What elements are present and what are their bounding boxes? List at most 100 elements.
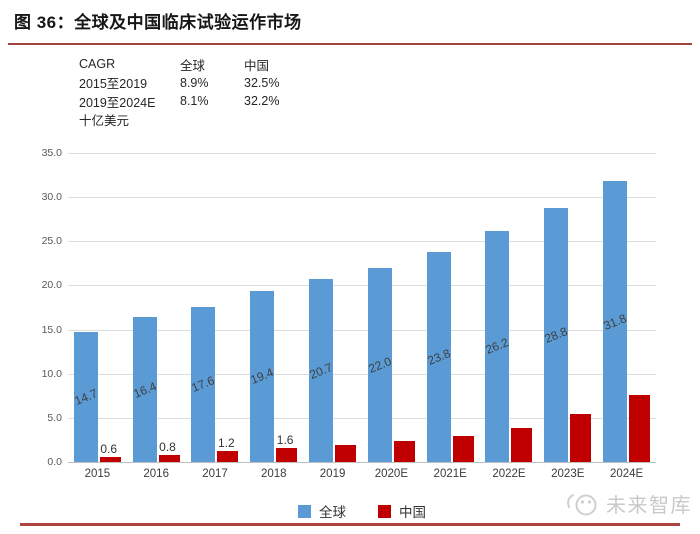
bar-groups: 14.7 0.6 16.4 0.8 17.6 1.2 19.4 1.6 20.7 22.0 23.8… xyxy=(68,153,656,462)
y-tick-20.0: 20.0 xyxy=(41,279,62,292)
cagr-global-1: 8.9% xyxy=(180,75,209,90)
y-axis-labels: 35.0 30.0 25.0 20.0 15.0 10.0 5.0 0.0 xyxy=(0,0,62,534)
bar-中国-2016: 0.8 xyxy=(158,440,180,462)
gridline-35.0 xyxy=(68,153,656,154)
bar-group-2021E: 23.8 xyxy=(421,153,480,462)
chart-legend: 全球 中国 xyxy=(68,501,656,521)
x-tick-2018: 2018 xyxy=(260,468,287,480)
cagr-china-2: 32.2% xyxy=(244,94,280,109)
bar-value-label-全球-2016: 16.4 xyxy=(131,378,159,401)
legend-label-全球: 全球 xyxy=(319,505,346,520)
gridline-10.0 xyxy=(68,373,656,375)
gridline-0.0 xyxy=(68,462,656,463)
bar-group-2024E: 31.8 xyxy=(597,153,656,462)
x-tick-2017: 2017 xyxy=(202,468,228,480)
bar-中国-2021E xyxy=(452,435,474,462)
bar-value-label-全球-2015: 14.7 xyxy=(72,386,100,408)
legend-item-全球: 全球 xyxy=(298,501,346,521)
bar-中国-2018: 1.6 xyxy=(276,433,298,462)
bottom-divider xyxy=(20,523,680,526)
x-tick-2016: 2016 xyxy=(143,468,169,480)
y-tick-0.0: 0.0 xyxy=(47,456,62,468)
bar-中国-2015: 0.6 xyxy=(99,442,121,462)
bar-group-2018: 19.4 1.6 xyxy=(244,153,303,462)
watermark: 未来智库 xyxy=(563,489,692,518)
bar-value-label-中国-2016: 0.8 xyxy=(159,439,176,454)
cagr-header-china: 中国 xyxy=(244,58,270,73)
x-axis-labels: 2015 2016 2017 2018 2019 2020E 2021E 2022E 2023E… xyxy=(68,468,656,480)
bar-value-label-全球-2023E: 28.8 xyxy=(542,324,570,346)
cagr-table: CAGR 全球 中国 2015至2019 8.9% 32.5% 2019至202… xyxy=(79,55,316,129)
bar-中国-2022E xyxy=(511,427,533,462)
bar-group-2022E: 26.2 xyxy=(480,153,539,462)
bar-中国-2020E xyxy=(393,440,415,462)
bar-全球-2018: 19.4 xyxy=(248,290,276,462)
bar-value-label-全球-2024E: 31.8 xyxy=(601,310,629,333)
bar-value-label-中国-2018: 1.6 xyxy=(276,432,294,447)
bar-全球-2024E: 31.8 xyxy=(601,181,629,462)
cagr-header-label: CAGR xyxy=(79,57,116,72)
x-tick-2024E: 2024E xyxy=(609,468,644,480)
bar-group-2016: 16.4 0.8 xyxy=(127,153,186,462)
x-tick-2019: 2019 xyxy=(319,468,346,480)
bar-value-label-中国-2017: 1.2 xyxy=(217,436,235,451)
bar-全球-2017: 17.6 xyxy=(190,306,217,462)
bar-全球-2015: 14.7 xyxy=(72,332,100,462)
bar-value-label-全球-2018: 19.4 xyxy=(248,365,276,388)
bar-group-2015: 14.7 0.6 xyxy=(68,153,127,462)
legend-swatch-全球 xyxy=(298,504,311,518)
bar-中国-2024E xyxy=(629,394,651,462)
gridline-30.0 xyxy=(68,197,656,199)
bar-value-label-中国-2015: 0.6 xyxy=(100,441,118,456)
cagr-global-2: 8.1% xyxy=(180,94,209,109)
bar-中国-2023E xyxy=(570,414,592,462)
y-tick-30.0: 30.0 xyxy=(41,191,62,204)
unit-label: 十亿美元 xyxy=(79,111,316,130)
x-tick-2021E: 2021E xyxy=(433,468,467,480)
y-tick-35.0: 35.0 xyxy=(41,147,62,159)
x-tick-2015: 2015 xyxy=(84,468,111,480)
bar-group-2017: 17.6 1.2 xyxy=(186,153,245,462)
y-tick-15.0: 15.0 xyxy=(41,323,62,336)
y-tick-25.0: 25.0 xyxy=(41,235,62,248)
x-tick-2022E: 2022E xyxy=(492,468,526,480)
bar-chart-plot-area: 14.7 0.6 16.4 0.8 17.6 1.2 19.4 1.6 20.7 22.0 23.8… xyxy=(68,153,656,463)
unit-text: 十亿美元 xyxy=(79,114,130,129)
bar-全球-2023E: 28.8 xyxy=(542,207,570,462)
cagr-row-2015-2019: 2015至2019 8.9% 32.5% xyxy=(79,74,316,93)
bar-全球-2021E: 23.8 xyxy=(425,251,453,462)
bar-全球-2020E: 22.0 xyxy=(366,267,394,462)
bar-value-label-全球-2017: 17.6 xyxy=(190,373,217,396)
x-tick-2020E: 2020E xyxy=(374,468,409,480)
bar-全球-2019: 20.7 xyxy=(307,279,335,462)
legend-label-中国: 中国 xyxy=(399,505,426,520)
y-tick-5.0: 5.0 xyxy=(47,411,62,424)
cagr-header-global: 全球 xyxy=(180,58,206,73)
cagr-header-row: CAGR 全球 中国 xyxy=(79,55,316,74)
title-divider xyxy=(8,43,692,45)
cagr-china-1: 32.5% xyxy=(244,75,280,90)
cagr-row-2019-2024: 2019至2024E 8.1% 32.2% xyxy=(79,92,316,111)
y-tick-10.0: 10.0 xyxy=(41,367,62,380)
gridline-15.0 xyxy=(68,329,656,331)
figure-title: 图 36：全球及中国临床试验运作市场 xyxy=(14,13,302,32)
bar-中国-2017: 1.2 xyxy=(217,436,239,462)
gridline-5.0 xyxy=(68,417,656,419)
bar-group-2019: 20.7 xyxy=(303,153,362,462)
bar-value-label-全球-2020E: 22.0 xyxy=(366,354,394,376)
bar-全球-2016: 16.4 xyxy=(131,317,159,462)
bar-中国-2019 xyxy=(335,445,357,462)
gridline-20.0 xyxy=(68,285,656,287)
bar-group-2023E: 28.8 xyxy=(538,153,597,462)
x-tick-2023E: 2023E xyxy=(551,468,585,480)
cagr-period-2: 2019至2024E xyxy=(79,95,156,110)
legend-item-中国: 中国 xyxy=(378,501,426,521)
cagr-period-1: 2015至2019 xyxy=(79,77,148,92)
bar-value-label-全球-2019: 20.7 xyxy=(307,359,335,382)
gridline-25.0 xyxy=(68,241,656,243)
legend-swatch-中国 xyxy=(378,504,391,518)
bar-全球-2022E: 26.2 xyxy=(484,230,511,462)
watermark-text: 未来智库 xyxy=(606,495,692,517)
bar-value-label-全球-2021E: 23.8 xyxy=(425,346,453,368)
